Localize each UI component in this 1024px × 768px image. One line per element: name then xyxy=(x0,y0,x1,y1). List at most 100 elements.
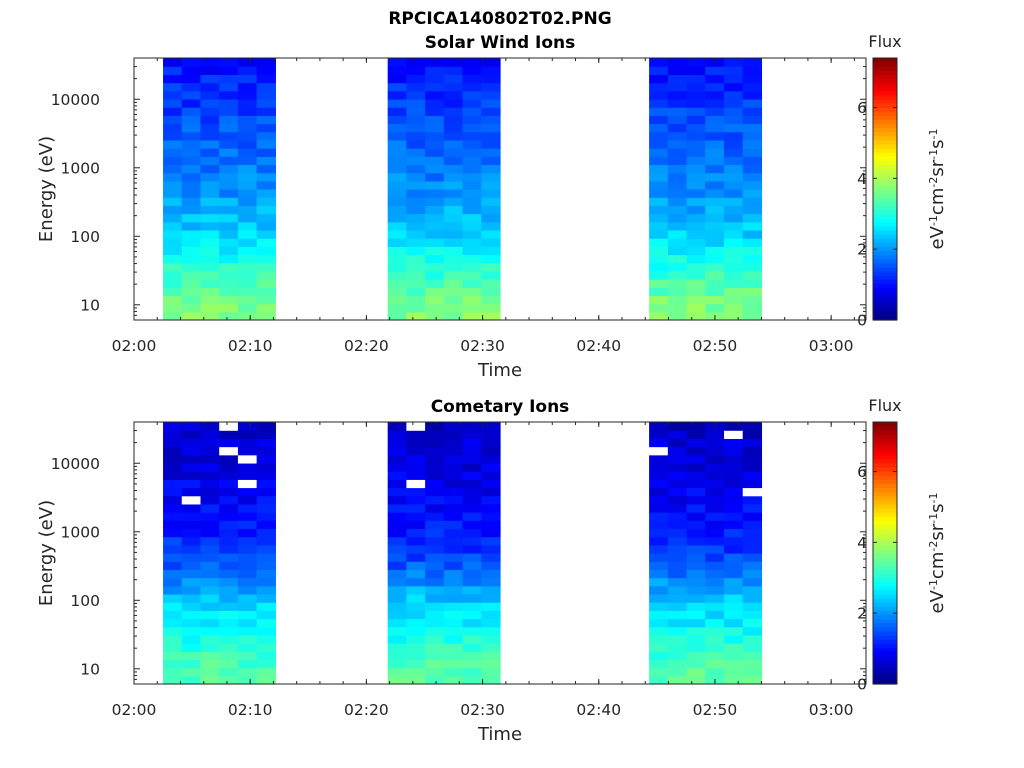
heatmap-cell xyxy=(425,536,445,546)
heatmap-cell xyxy=(163,667,183,677)
heatmap-cell xyxy=(481,213,501,223)
heatmap-cell xyxy=(200,512,220,521)
heatmap-cell xyxy=(742,213,763,223)
heatmap-cell xyxy=(163,213,183,223)
heatmap-cell xyxy=(181,115,202,125)
heatmap-cell xyxy=(256,651,276,661)
heatmap-cell xyxy=(481,262,501,272)
heatmap-cell xyxy=(742,98,763,108)
heatmap-cell xyxy=(181,651,202,661)
heatmap-cell xyxy=(462,287,482,297)
y-tick-label: 100 xyxy=(70,228,100,246)
heatmap-cell xyxy=(723,553,744,562)
heatmap-cell xyxy=(686,593,706,603)
heatmap-cell xyxy=(723,279,744,288)
heatmap-cell xyxy=(256,98,276,108)
heatmap-cell xyxy=(163,495,183,505)
heatmap-cell xyxy=(256,561,276,570)
heatmap-cell xyxy=(163,66,183,75)
heatmap-cell xyxy=(742,115,763,125)
heatmap-cell xyxy=(723,626,744,636)
x-tick-label: 02:40 xyxy=(576,701,621,719)
colorbar-segment xyxy=(873,491,897,497)
heatmap-cell xyxy=(387,553,407,562)
heatmap-cell xyxy=(462,585,482,595)
heatmap-cell xyxy=(237,98,258,108)
heatmap-cell xyxy=(742,189,763,198)
heatmap-cell xyxy=(256,197,276,206)
x-tick-label: 02:10 xyxy=(228,701,273,719)
heatmap-cell xyxy=(443,430,464,439)
heatmap-cell xyxy=(481,246,501,256)
heatmap-cell xyxy=(649,422,669,431)
heatmap-cell xyxy=(200,107,220,116)
colorbar-segment xyxy=(873,573,897,579)
colorbar-segment xyxy=(873,164,897,170)
heatmap-cell xyxy=(406,512,426,521)
heatmap-cell xyxy=(705,131,725,141)
heatmap-cell xyxy=(705,295,725,305)
colorbar-segment xyxy=(873,569,897,575)
heatmap-cell xyxy=(237,213,258,223)
heatmap-cell xyxy=(723,123,744,133)
heatmap-cell xyxy=(200,536,220,546)
heatmap-cell xyxy=(686,262,706,272)
heatmap-cell xyxy=(742,659,763,669)
heatmap-cell xyxy=(425,311,445,321)
heatmap-cell xyxy=(200,131,220,141)
colorbar-segment xyxy=(873,62,897,67)
heatmap-cell xyxy=(406,58,426,67)
heatmap-cell xyxy=(200,438,220,448)
heatmap-cell xyxy=(649,585,669,595)
heatmap-cell xyxy=(219,270,239,280)
heatmap-cell xyxy=(723,74,744,84)
heatmap-cell xyxy=(406,561,426,570)
heatmap-cell xyxy=(705,585,725,595)
heatmap-cell xyxy=(406,643,426,652)
heatmap-cell xyxy=(256,287,276,297)
heatmap-cell xyxy=(723,495,744,505)
heatmap-cell xyxy=(256,553,276,562)
colorbar-unit-label: eV-1cm-2sr-1s-1 xyxy=(927,493,949,614)
heatmap-cell xyxy=(462,98,482,108)
heatmap-cell xyxy=(742,618,763,628)
heatmap-cell xyxy=(649,577,669,587)
heatmap-cell xyxy=(256,634,276,644)
heatmap-cell xyxy=(163,553,183,562)
heatmap-cell xyxy=(705,553,725,562)
heatmap-cell xyxy=(163,446,183,456)
heatmap-cell xyxy=(443,311,464,321)
heatmap-cell xyxy=(742,561,763,570)
heatmap-cell xyxy=(163,254,183,264)
heatmap-cell xyxy=(742,626,763,636)
heatmap-cell xyxy=(181,221,202,231)
heatmap-cell xyxy=(481,422,501,431)
colorbar-segment xyxy=(873,201,897,206)
heatmap-cell xyxy=(481,610,501,620)
heatmap-cell xyxy=(163,634,183,644)
heatmap-cell xyxy=(742,58,763,67)
colorbar-segment xyxy=(873,512,897,517)
heatmap-cell xyxy=(200,577,220,587)
x-tick-label: 02:00 xyxy=(112,337,157,355)
heatmap-cell xyxy=(667,528,688,538)
heatmap-cell xyxy=(686,659,706,669)
heatmap-cell xyxy=(387,651,407,661)
heatmap-cell xyxy=(667,107,688,116)
x-tick-label: 02:30 xyxy=(460,701,505,719)
colorbar-tick-label: 2 xyxy=(857,241,867,259)
heatmap-cell xyxy=(425,454,445,464)
heatmap-cell xyxy=(462,471,482,480)
colorbar-segment xyxy=(873,422,897,427)
colorbar-segment xyxy=(873,221,897,227)
heatmap-cell xyxy=(462,503,482,513)
heatmap-cell xyxy=(219,115,239,125)
heatmap-cell xyxy=(406,528,426,538)
heatmap-cell xyxy=(256,221,276,231)
heatmap-cell xyxy=(705,512,725,521)
heatmap-cell xyxy=(443,675,464,685)
heatmap-cell xyxy=(256,454,276,464)
heatmap-cell xyxy=(387,487,407,497)
heatmap-cell xyxy=(200,585,220,595)
heatmap-cell xyxy=(163,561,183,570)
